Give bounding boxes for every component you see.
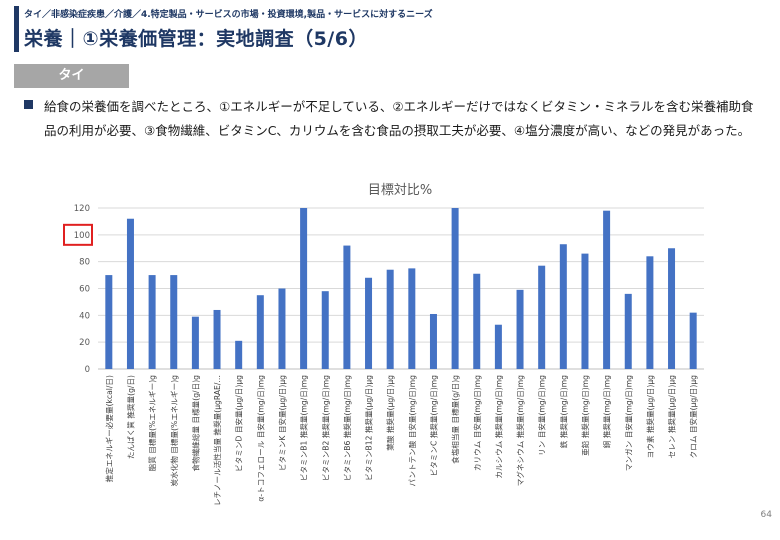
x-tick-label: ビタミンB2 推奨量(mg/日)mg (320, 375, 330, 481)
bar (689, 312, 697, 369)
bar (451, 208, 459, 369)
x-tick-label: 食物繊維総量 目標量(g/日)g (190, 375, 200, 472)
bar (321, 291, 329, 369)
x-tick-label: ビタミンD 目安量(μg/日)μg (234, 375, 244, 472)
y-tick-label: 100 (74, 231, 90, 241)
bar (365, 277, 373, 369)
bar (235, 340, 243, 369)
y-tick-label: 0 (85, 365, 90, 375)
y-tick-label: 120 (74, 204, 90, 214)
x-tick-label: マグネシウム 推奨量(mg/日)mg (515, 375, 525, 486)
breadcrumb: タイ／非感染症疾患／介護／4.特定製品・サービスの市場・投資環境,製品・サービス… (24, 10, 433, 20)
x-tick-label: セレン 推奨量(μg/日)μg (667, 375, 677, 459)
bar (559, 244, 567, 369)
x-tick-label: パントテン酸 目安量(mg/日)mg (407, 375, 417, 487)
bar (668, 248, 676, 369)
x-tick-label: レチノール活性当量 推奨量(μgRAE/… (212, 375, 222, 506)
x-tick-label: ビタミンB12 推奨量(μg/日)μg (364, 375, 374, 481)
x-tick-label: 銅 推奨量(mg/日)mg (602, 375, 612, 448)
bar (516, 289, 524, 369)
page-title: 栄養｜①栄養価管理：実地調査（5/6） (24, 28, 368, 50)
x-tick-label: 葉酸 推奨量(μg/日)μg (385, 375, 395, 451)
summary-text: 給食の栄養価を調べたところ、①エネルギーが不足している、②エネルギーだけではなく… (44, 99, 754, 138)
bar (213, 309, 221, 369)
x-tick-label: カルシウム 推奨量(mg/日)mg (493, 375, 503, 479)
x-tick-label: たんぱく質 推奨量(g/日) (125, 375, 135, 459)
x-tick-label: リン 目安量(mg/日)mg (537, 375, 547, 456)
bar (603, 210, 611, 369)
x-tick-label: 脂質 目標量(%エネルギー)g (147, 375, 157, 471)
y-tick-label: 20 (79, 338, 90, 348)
x-tick-label: 食塩相当量 目標量(g/日)g (450, 375, 460, 464)
y-tick-label: 80 (79, 258, 90, 268)
bar (278, 288, 286, 369)
bar (170, 275, 178, 369)
y-tick-label: 60 (79, 285, 90, 295)
x-tick-label: マンガン 目安量(mg/日)mg (623, 375, 633, 471)
bar (105, 275, 113, 369)
nutrition-bar-chart: 目標対比% 0 20 40 60 80 100 120 推定エネルギー必要量(kcal/日)… (63, 183, 704, 506)
header-accent-bar (14, 6, 19, 52)
bar (624, 293, 632, 369)
x-tick-label: 炭水化物 目標量(%エネルギー)g (169, 375, 179, 487)
chart-title: 目標対比% (368, 183, 432, 198)
x-tick-label: クロム 目安量(μg/日)μg (688, 375, 698, 459)
x-tick-label: ヨウ素 推奨量(μg/日)μg (645, 375, 655, 459)
bar (386, 269, 394, 369)
bar (343, 245, 351, 369)
summary-bullet: 給食の栄養価を調べたところ、①エネルギーが不足している、②エネルギーだけではなく… (24, 95, 764, 143)
y-tick-label: 40 (79, 311, 90, 321)
bar (191, 316, 199, 369)
bar (300, 208, 308, 369)
bar (148, 275, 156, 369)
x-tick-label: ビタミンB6 推奨量(mg/日)mg (342, 375, 352, 481)
bar (256, 295, 264, 369)
bar (494, 324, 502, 369)
bar (581, 253, 589, 369)
bar (408, 268, 416, 369)
country-tag: タイ (14, 64, 129, 88)
bar (429, 313, 437, 369)
bar (646, 256, 654, 369)
x-tick-label: ビタミンC 推奨量(mg/日)mg (428, 375, 438, 477)
x-tick-label: 鉄 推奨量(mg/日)mg (558, 375, 568, 448)
bar (538, 265, 546, 369)
page-number: 64 (760, 510, 772, 520)
x-tick-label: カリウム 目安量(mg/日)mg (472, 375, 482, 471)
bullet-square-icon (24, 100, 33, 109)
highlight-100-box (63, 223, 93, 246)
bar (473, 273, 481, 369)
x-tick-label: α-トコフェロール 目安量(mg/日)mg (255, 375, 265, 502)
x-tick-label: ビタミンK 目安量(μg/日)μg (277, 375, 287, 471)
x-tick-label: 推定エネルギー必要量(kcal/日) (104, 375, 114, 482)
bar (126, 218, 134, 369)
x-tick-label: ビタミンB1 推奨量(mg/日)mg (299, 375, 309, 481)
x-tick-label: 亜鉛 推奨量(mg/日)mg (580, 375, 590, 456)
